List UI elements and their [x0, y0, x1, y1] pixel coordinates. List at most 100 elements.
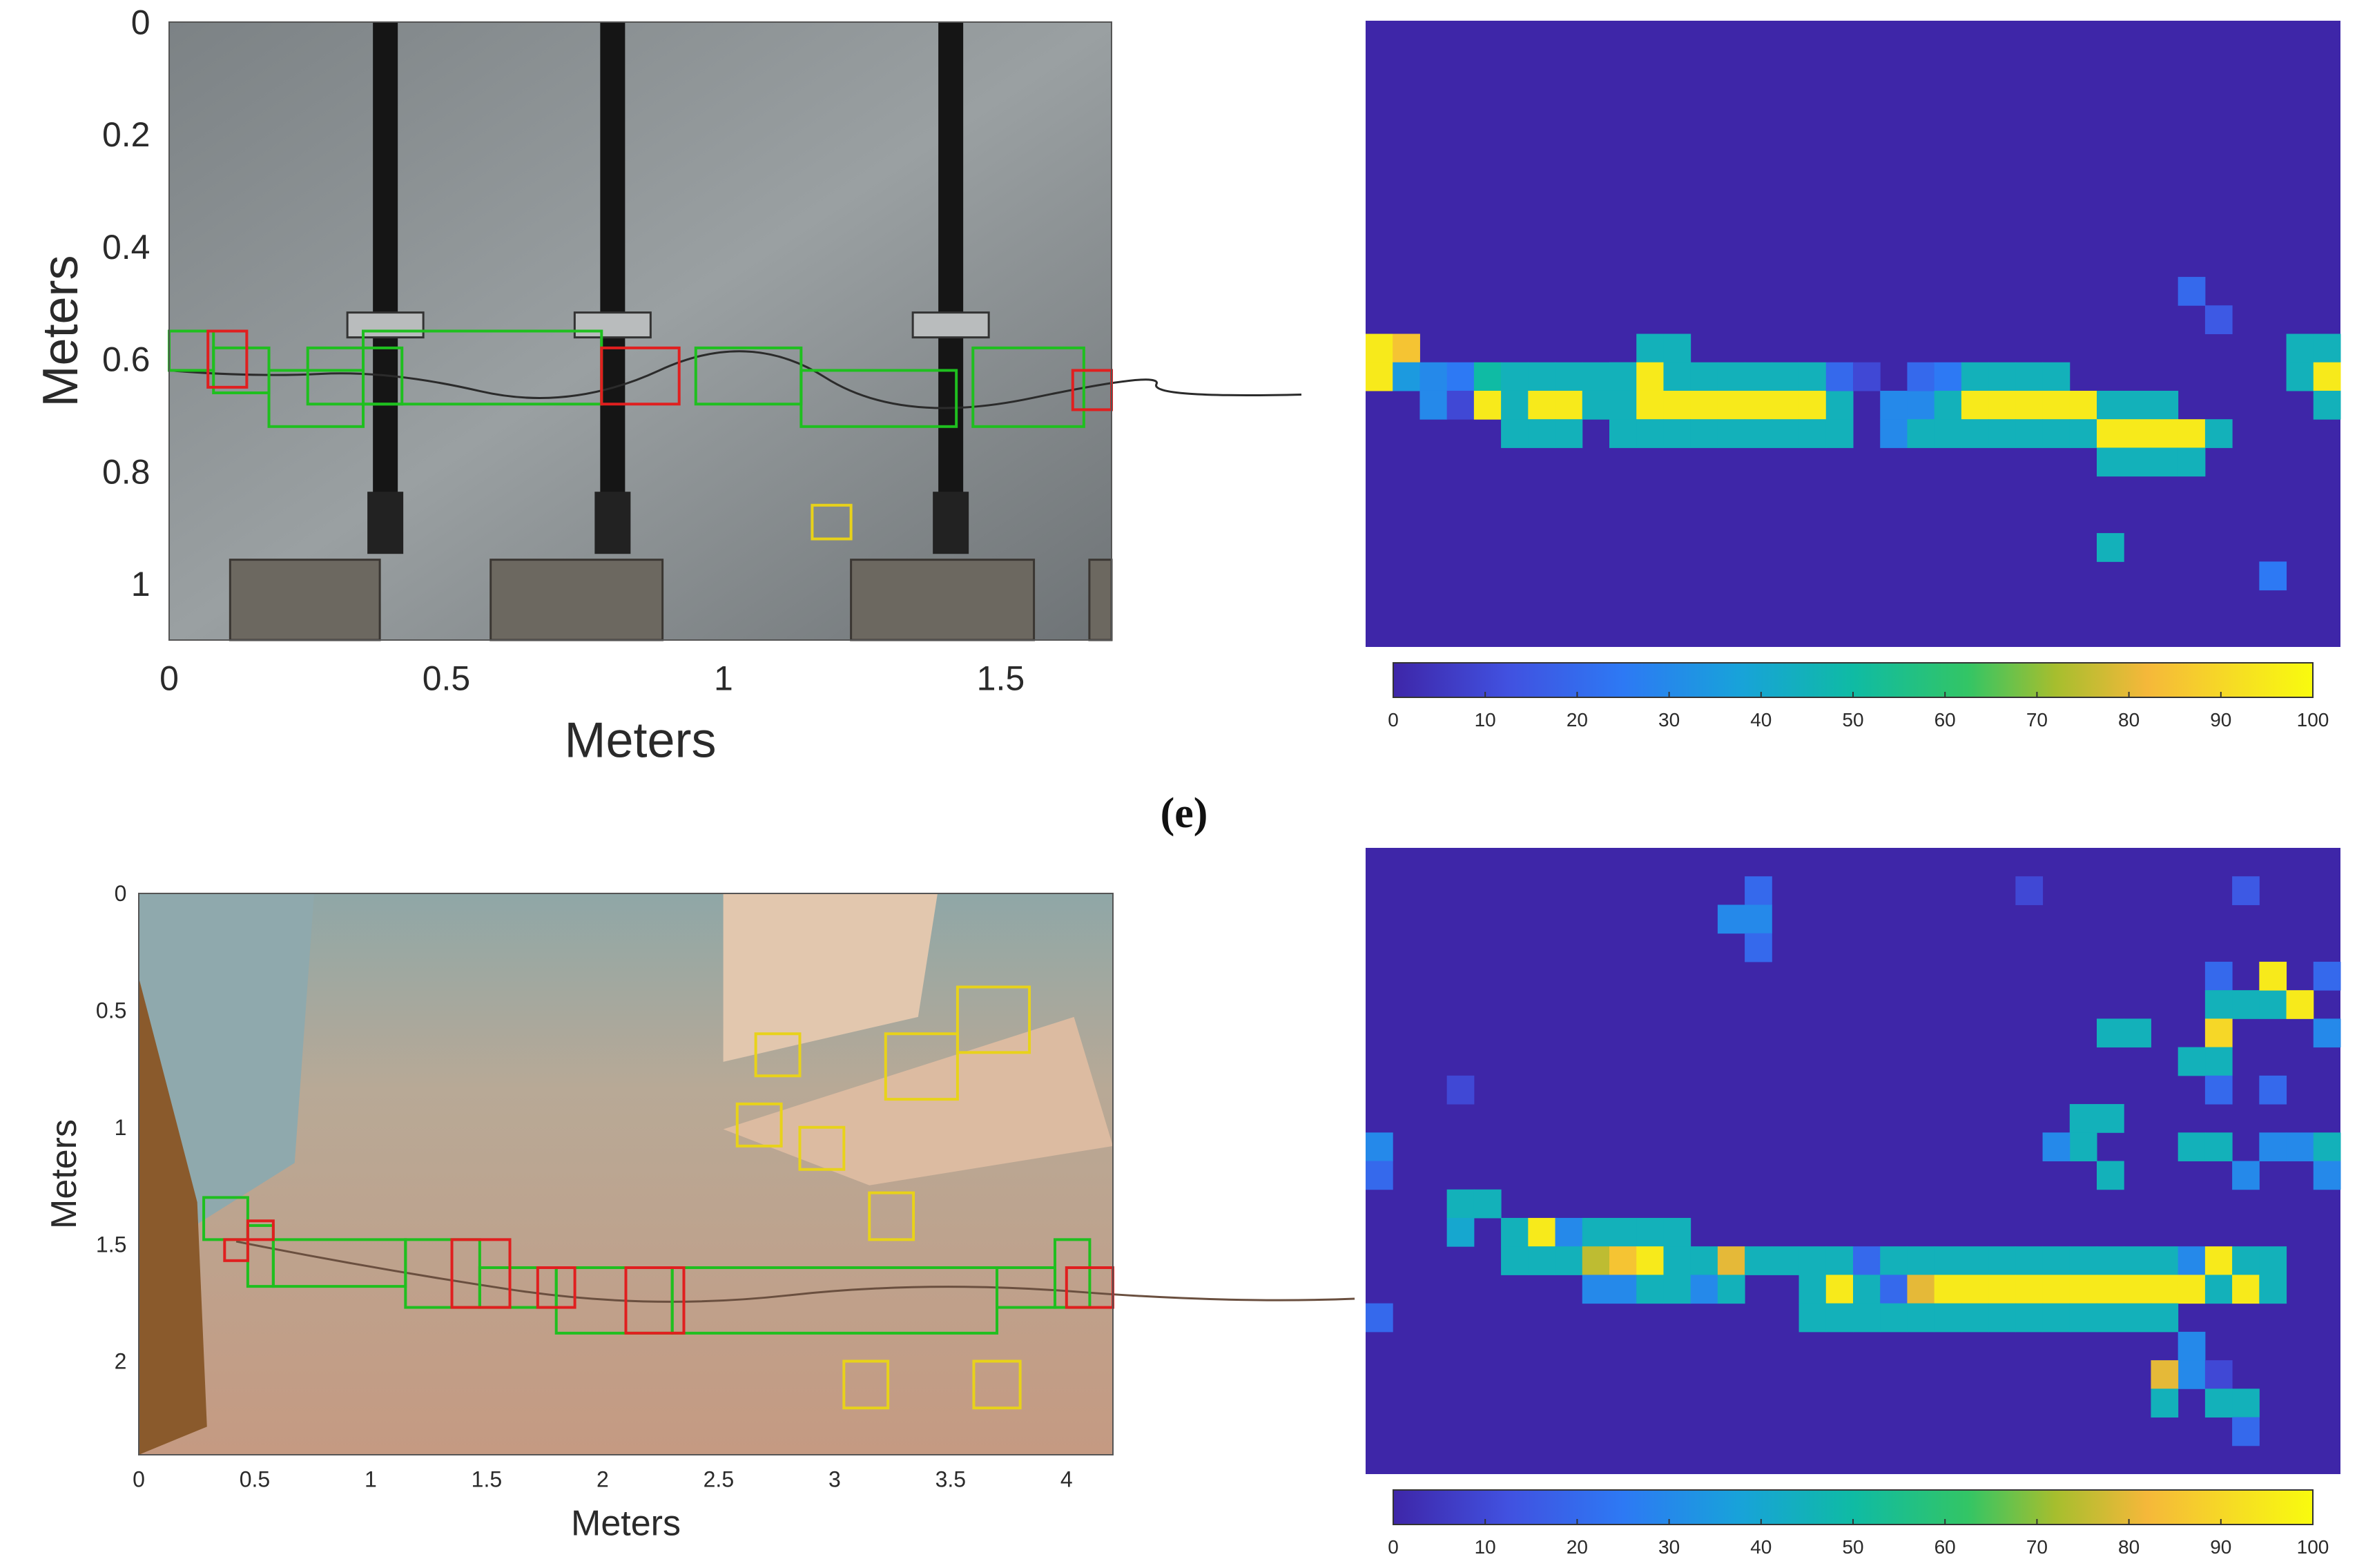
heatmap-cell: [2069, 419, 2097, 448]
heatmap-cell: [1501, 362, 1529, 391]
colorbar-tick-label: 40: [1750, 1536, 1772, 1558]
heatmap-cell: [2232, 1417, 2260, 1446]
heatmap-cell: [1663, 333, 1691, 363]
heatmap-cell: [2259, 1075, 2287, 1105]
x-tick-label: 3: [828, 1467, 841, 1491]
colorbar-tick-label: 40: [1750, 709, 1772, 730]
heatmap-cell: [1663, 1217, 1691, 1247]
y-tick-label: 1.5: [96, 1232, 126, 1257]
electrical-box: [1088, 559, 1113, 641]
heatmap-cell: [2178, 447, 2206, 477]
heatmap-cell: [2097, 1303, 2124, 1333]
heatmap-cell: [2069, 1104, 2097, 1133]
x-axis-label: Meters: [571, 1504, 681, 1544]
heatmap-cell: [1907, 1275, 1935, 1304]
yellow-candidate-region: [956, 985, 1031, 1054]
heatmap-cell: [2204, 961, 2233, 991]
heatmap-cell: [1988, 390, 2016, 420]
heatmap-cell: [2015, 1275, 2044, 1304]
heatmap-cell: [1582, 1217, 1610, 1247]
electrical-box: [229, 559, 381, 641]
heatmap-cell: [2259, 990, 2287, 1019]
heatmap-cell: [2151, 419, 2179, 448]
figure-caption: (e): [1161, 790, 1208, 837]
heatmap-cell: [2015, 362, 2044, 391]
heatmap-cell: [1690, 1246, 1718, 1275]
heatmap-cell: [1528, 1217, 1556, 1247]
heatmap-cell: [1609, 1217, 1637, 1247]
heatmap-cell: [1934, 390, 1962, 420]
heatmap-cell: [1880, 1275, 1908, 1304]
heatmap-cell: [2204, 1047, 2233, 1076]
heatmap-cell: [1745, 1246, 1772, 1275]
heatmap-cell: [1988, 362, 2016, 391]
heatmap-cell: [2313, 1132, 2341, 1161]
heatmap-cell: [1798, 362, 1827, 391]
electrical-box: [489, 559, 664, 641]
heatmap-cell: [2015, 1303, 2044, 1333]
heatmap-cell: [2178, 1275, 2206, 1304]
pipe: [938, 22, 964, 535]
heatmap-cell: [1501, 419, 1529, 448]
heatmap-cell: [2069, 390, 2097, 420]
yellow-candidate-region: [868, 1191, 915, 1241]
heatmap-cell: [1366, 1161, 1393, 1190]
colorbar-tick-label: 0: [1388, 709, 1399, 730]
colorbar-tick-label: 80: [2118, 709, 2140, 730]
x-tick-label: 0.5: [423, 659, 471, 698]
heatmap-cell: [1880, 1246, 1908, 1275]
heatmap-cell: [1961, 1303, 1989, 1333]
y-tick-label: 0.4: [102, 228, 151, 267]
heatmap-cell: [1446, 1217, 1475, 1247]
heatmap-cell: [1880, 419, 1908, 448]
red-crack-region: [450, 1238, 512, 1309]
yellow-candidate-region: [735, 1102, 783, 1148]
heatmap-cell: [2286, 333, 2314, 363]
heatmap-cell: [1473, 390, 1502, 420]
heatmap-cell: [1501, 1217, 1529, 1247]
pipe-base: [933, 492, 969, 554]
heatmap-cell: [2178, 1047, 2206, 1076]
heatmap-cell: [1907, 390, 1935, 420]
heatmap-cell: [2151, 390, 2179, 420]
colorbar-tick-label: 10: [1475, 1536, 1496, 1558]
heatmap-cell: [2042, 419, 2071, 448]
heatmap-cell: [2204, 1388, 2233, 1418]
heatmap-cell: [1636, 362, 1664, 391]
heatmap-cell: [1473, 1189, 1502, 1219]
heatmap-cell: [2178, 1246, 2206, 1275]
heatmap-cell: [2069, 1275, 2097, 1304]
x-tick-label: 3.5: [935, 1467, 966, 1491]
heatmap-cell: [1555, 362, 1583, 391]
heatmap-cell: [2124, 1018, 2151, 1048]
drywall-board: [723, 1016, 1113, 1185]
heatmap-cell: [1988, 419, 2016, 448]
heatmap-cell: [1934, 362, 1962, 391]
heatmap-cell: [1555, 1217, 1583, 1247]
heatmap-cell: [2232, 990, 2260, 1019]
heatmap-cell: [2313, 362, 2341, 391]
yellow-candidate-region: [754, 1032, 802, 1078]
heatmap-cell: [1636, 1217, 1664, 1247]
red-crack-region: [600, 346, 681, 406]
heatmap-cell: [2232, 876, 2260, 905]
yellow-candidate-region: [811, 503, 853, 541]
heatmap-cell: [1798, 390, 1827, 420]
heatmap-cell: [2204, 1018, 2233, 1048]
colorbar-tick-label: 20: [1567, 1536, 1588, 1558]
green-crack-region: [306, 346, 404, 406]
heatmap-cell: [1907, 1303, 1935, 1333]
colorbar-tick-label: 70: [2026, 709, 2048, 730]
x-tick-label: 2.5: [704, 1467, 734, 1491]
heatmap-cell: [1853, 1275, 1881, 1304]
y-tick-label: 1: [115, 1115, 127, 1140]
pipe: [373, 22, 398, 535]
y-tick-label: 1: [131, 565, 151, 603]
heatmap-cell: [1663, 1275, 1691, 1304]
heatmap-cell: [2313, 1161, 2341, 1190]
heatmap-cell: [2259, 1132, 2287, 1161]
heatmap-cell: [1609, 362, 1637, 391]
heatmap-cell: [1501, 390, 1529, 420]
heatmap-cell: [1853, 362, 1881, 391]
heatmap-cell: [1446, 1189, 1475, 1219]
